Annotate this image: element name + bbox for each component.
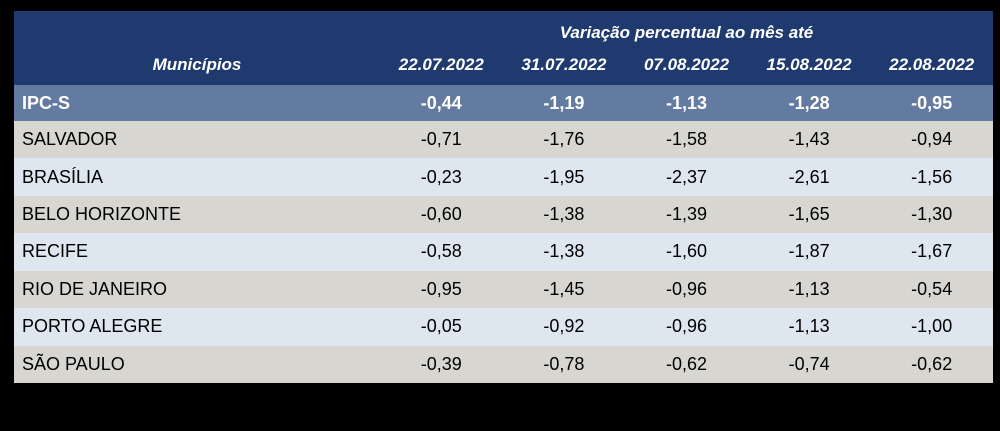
column-header-municipios: Municípios: [152, 54, 242, 74]
value-cell: -1,38: [543, 204, 585, 225]
table-header-columns-row: Municípios 22.07.2022 31.07.2022 07.08.202…: [14, 48, 993, 85]
ipcs-table: Variação percentual ao mês até Município…: [14, 11, 993, 383]
municipality-label: SALVADOR: [22, 129, 118, 150]
municipality-label: PORTO ALEGRE: [22, 316, 163, 337]
table-row: SÃO PAULO -0,39 -0,78 -0,62 -0,74 -0,62: [14, 345, 993, 383]
value-cell: -1,39: [665, 204, 707, 225]
value-cell: -1,13: [788, 278, 830, 299]
value-cell: -1,38: [543, 241, 585, 262]
value-cell: -0,58: [420, 241, 462, 262]
table-row: PORTO ALEGRE -0,05 -0,92 -0,96 -1,13 -1,00: [14, 308, 993, 346]
value-cell: -1,67: [911, 241, 953, 262]
value-cell: -1,30: [911, 204, 953, 225]
column-header-date: 22.08.2022: [889, 54, 975, 74]
value-cell: -0,05: [420, 316, 462, 337]
value-cell: -0,23: [420, 166, 462, 187]
table-title: Variação percentual ao mês até: [559, 22, 814, 42]
value-cell: -1,58: [665, 129, 707, 150]
value-cell: -0,95: [420, 278, 462, 299]
summary-value: -1,13: [665, 92, 707, 113]
value-cell: -0,62: [911, 353, 953, 374]
column-header-date: 22.07.2022: [398, 54, 484, 74]
table-header: Variação percentual ao mês até Município…: [14, 11, 993, 85]
value-cell: -1,45: [543, 278, 585, 299]
value-cell: -1,43: [788, 129, 830, 150]
value-cell: -1,65: [788, 204, 830, 225]
municipality-label: RIO DE JANEIRO: [22, 278, 168, 299]
value-cell: -1,00: [911, 316, 953, 337]
column-header-date: 07.08.2022: [643, 54, 730, 74]
summary-value: -0,95: [911, 92, 953, 113]
summary-value: -1,28: [788, 92, 830, 113]
summary-row-label: IPC-S: [22, 92, 71, 113]
value-cell: -1,76: [543, 129, 585, 150]
value-cell: -0,96: [665, 316, 707, 337]
summary-value: -1,19: [543, 92, 585, 113]
value-cell: -1,13: [788, 316, 830, 337]
table-header-title-row: Variação percentual ao mês até: [14, 11, 993, 48]
value-cell: -1,60: [665, 241, 707, 262]
table-row: BRASÍLIA -0,23 -1,95 -2,37 -2,61 -1,56: [14, 158, 993, 196]
value-cell: -0,78: [543, 353, 585, 374]
value-cell: -0,60: [420, 204, 462, 225]
value-cell: -1,95: [543, 166, 585, 187]
table-row: RECIFE -0,58 -1,38 -1,60 -1,87 -1,67: [14, 233, 993, 271]
summary-row-ipcs: IPC-S -0,44 -1,19 -1,13 -1,28 -0,95: [14, 85, 993, 121]
value-cell: -2,37: [665, 166, 707, 187]
table-row: BELO HORIZONTE -0,60 -1,38 -1,39 -1,65 -1,30: [14, 195, 993, 234]
municipality-label: BELO HORIZONTE: [22, 204, 182, 225]
value-cell: -0,94: [911, 129, 953, 150]
value-cell: -1,87: [788, 241, 830, 262]
value-cell: -0,92: [543, 316, 585, 337]
summary-value: -0,44: [420, 92, 462, 113]
column-header-date: 15.08.2022: [766, 54, 852, 74]
value-cell: -0,39: [420, 353, 462, 374]
column-header-date: 31.07.2022: [521, 54, 607, 74]
value-cell: -0,71: [420, 129, 462, 150]
table-row: SALVADOR -0,71 -1,76 -1,58 -1,43 -0,94: [14, 121, 993, 159]
value-cell: -2,61: [788, 166, 830, 187]
municipality-label: SÃO PAULO: [22, 353, 125, 374]
value-cell: -0,62: [665, 353, 707, 374]
table-body: SALVADOR -0,71 -1,76 -1,58 -1,43 -0,94 BRASÍLI…: [14, 121, 993, 383]
municipality-label: BRASÍLIA: [22, 166, 104, 187]
value-cell: -1,56: [911, 166, 953, 187]
value-cell: -0,54: [911, 278, 953, 299]
municipality-label: RECIFE: [22, 241, 89, 262]
value-cell: -0,74: [788, 353, 830, 374]
table-row: RIO DE JANEIRO -0,95 -1,45 -0,96 -1,13 -0,54: [14, 270, 993, 309]
value-cell: -0,96: [665, 278, 707, 299]
